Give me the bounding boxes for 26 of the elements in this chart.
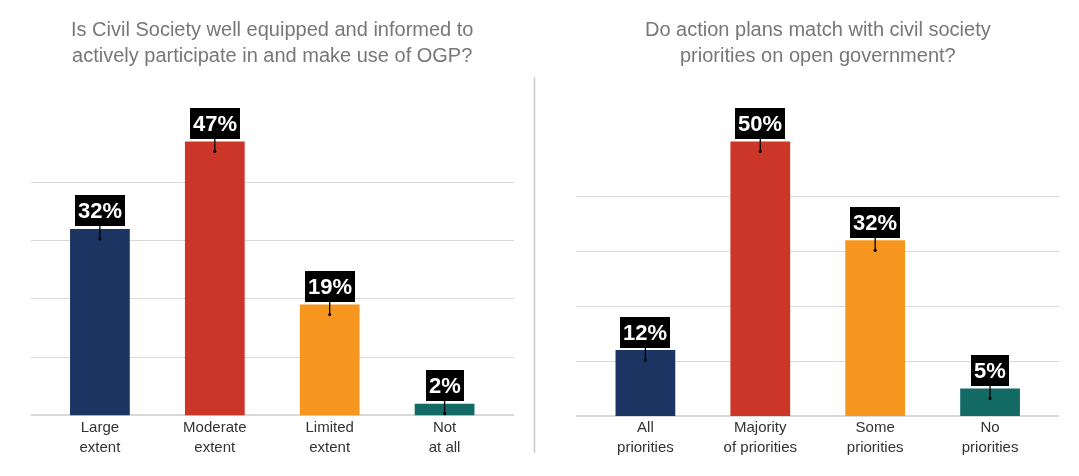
data-label: 12%	[623, 320, 668, 345]
chart-title: Is Civil Society well equipped and informed to actively participate in and make use of OGP?	[71, 18, 474, 66]
x-tick-label: All priorities	[617, 418, 674, 455]
bar	[184, 141, 245, 416]
data-label: 5%	[974, 358, 1006, 383]
data-label: 32%	[78, 198, 123, 223]
bar	[414, 403, 475, 416]
x-tick-label: Not at all	[428, 418, 461, 455]
x-tick-label: Moderate extent	[183, 418, 247, 455]
data-label: 19%	[308, 274, 353, 299]
chart-title: Do action plans match with civil society priorities on open government?	[645, 18, 991, 66]
x-tick-label: Majority of priorities	[723, 418, 797, 455]
x-tick-label: No priorities	[961, 418, 1019, 455]
bar	[615, 350, 676, 416]
bar	[845, 240, 906, 416]
bar	[730, 141, 791, 416]
x-tick-label: Limited extent	[305, 418, 354, 455]
x-tick-label: Some priorities	[846, 418, 904, 455]
bar	[70, 228, 130, 416]
data-label: 32%	[853, 210, 898, 235]
data-label: 2%	[429, 373, 461, 398]
bar	[299, 304, 360, 416]
bar	[960, 388, 1020, 416]
x-tick-label: Large extent	[79, 418, 122, 455]
data-label: 47%	[193, 111, 238, 136]
data-label: 50%	[738, 111, 783, 136]
